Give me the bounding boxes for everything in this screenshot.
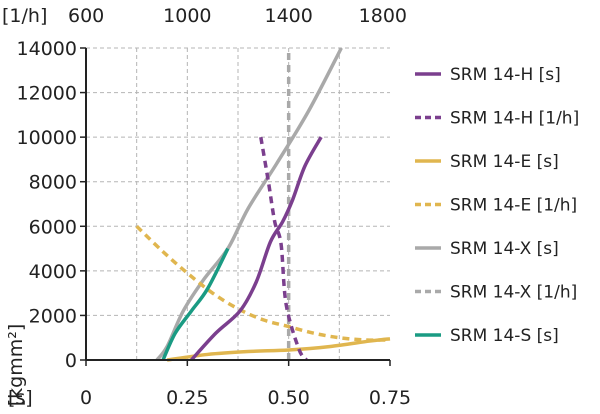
- x-bottom-tick-label: 0.25: [166, 387, 208, 409]
- y-tick-label: 2000: [29, 305, 77, 327]
- x-top-tick-label: 600: [68, 5, 104, 27]
- series-group: [135, 47, 391, 362]
- legend: SRM 14-H [s] SRM 14-H [1/h] SRM 14-E [s] SR…: [415, 65, 579, 346]
- legend-label: SRM 14-E [s]: [450, 152, 559, 172]
- legend-label: SRM 14-H [s]: [450, 65, 561, 85]
- y-tick-label: 6000: [29, 216, 77, 238]
- y-tick-label: 12000: [17, 83, 77, 105]
- y-tick-label: 4000: [29, 261, 77, 283]
- x-top-tick-label: 1400: [264, 5, 312, 27]
- y-tick-label: 14000: [17, 38, 77, 60]
- x-top-axis-label: [1/h]: [2, 5, 47, 27]
- y-tick-label: 0: [65, 350, 77, 372]
- x-bottom-tick-label: 0.50: [268, 387, 310, 409]
- legend-label: SRM 14-X [s]: [450, 239, 559, 259]
- legend-label: SRM 14-E [1/h]: [450, 196, 577, 216]
- series-line-srm-14-h-1-h: [259, 136, 308, 362]
- x-bottom-tick-label: 0: [80, 387, 92, 409]
- y-tick-label: 10000: [17, 127, 77, 149]
- series-line-srm-14-e-1-h: [135, 225, 391, 342]
- legend-label: SRM 14-H [1/h]: [450, 109, 579, 129]
- legend-label: SRM 14-X [1/h]: [450, 283, 577, 303]
- x-bottom-tick-label: 0.75: [369, 387, 411, 409]
- series-line-srm-14-h-s: [190, 136, 323, 362]
- x-top-tick-label: 1800: [359, 5, 407, 27]
- series-line-srm-14-s-s: [161, 247, 230, 361]
- series-line-srm-14-x-s: [155, 47, 343, 362]
- y-axis-label: [kgmm²]: [5, 324, 27, 407]
- y-tick-label: 8000: [29, 172, 77, 194]
- x-top-tick-label: 1000: [163, 5, 211, 27]
- x-bottom-axis-label: [s]: [8, 387, 33, 409]
- legend-label: SRM 14-S [s]: [450, 326, 559, 346]
